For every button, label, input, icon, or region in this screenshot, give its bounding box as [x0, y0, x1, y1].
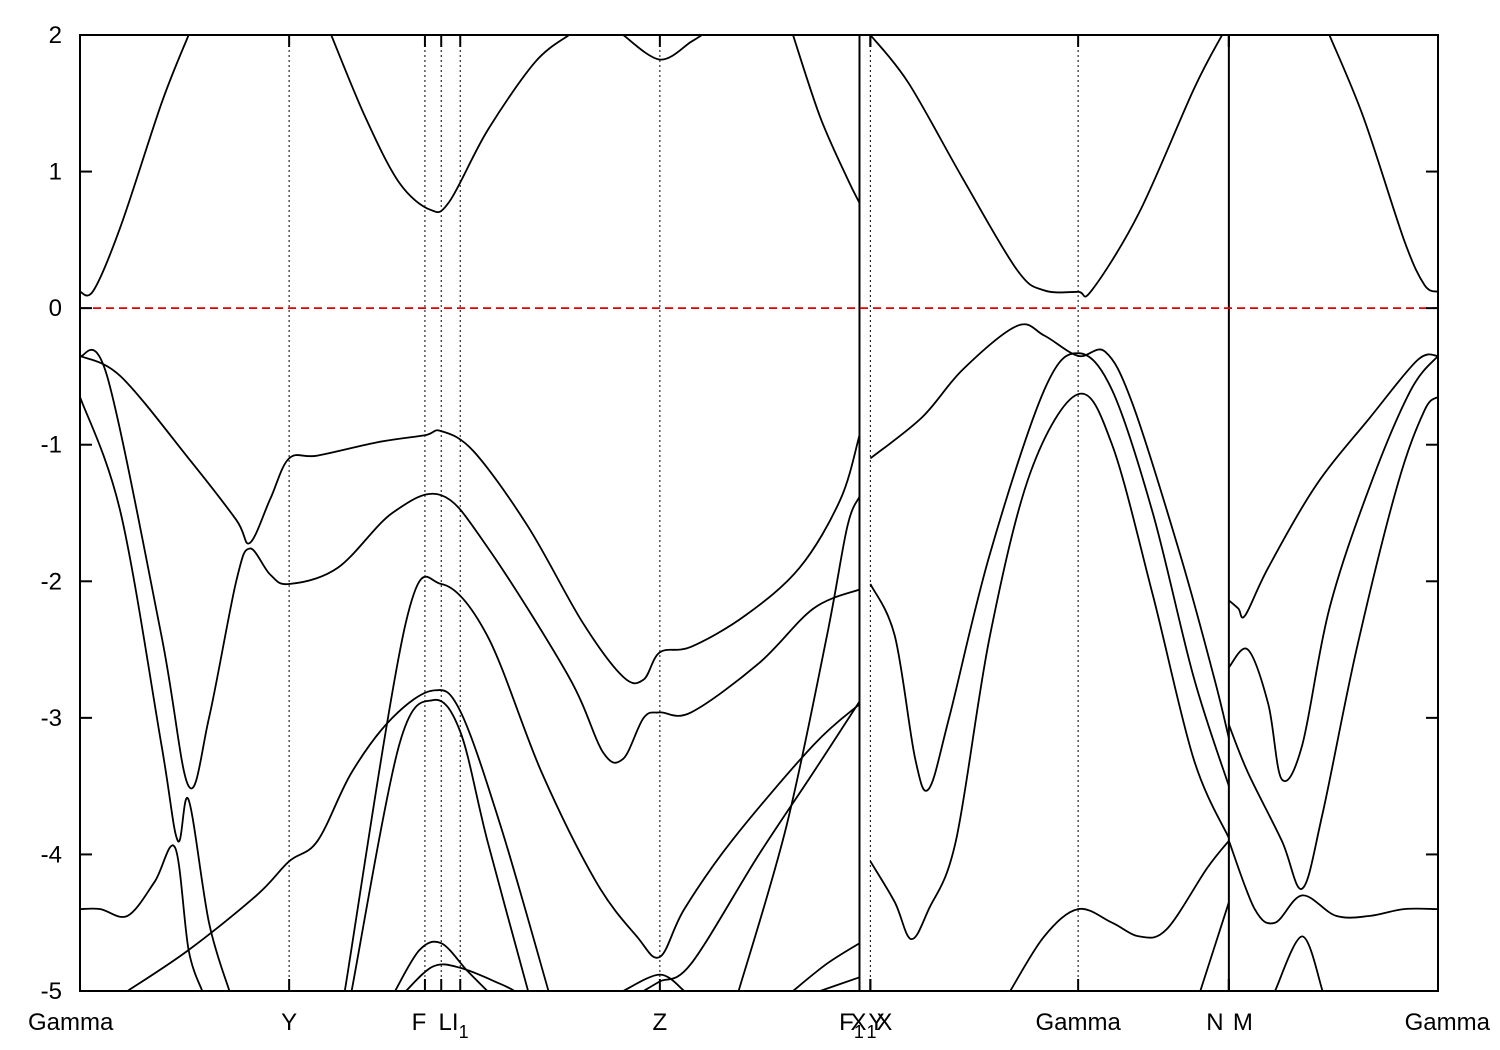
band-15 — [622, 973, 685, 991]
x-tick-label: M — [1233, 1009, 1253, 1036]
band-6 — [80, 355, 861, 685]
x-tick-label: Gamma — [1035, 1009, 1121, 1036]
x-tick-label: L — [439, 1009, 452, 1036]
band-3 — [792, 35, 861, 204]
band-17 — [737, 496, 861, 991]
y-tick-label: -3 — [41, 705, 62, 732]
y-tick-label: -4 — [41, 841, 62, 868]
x-tick-label: Gamma — [28, 1009, 114, 1036]
band-19 — [819, 976, 860, 991]
x-tick-label: Gamma — [1405, 1009, 1491, 1036]
band-14 — [405, 963, 516, 991]
band-27 — [1228, 396, 1438, 890]
band-22 — [869, 392, 1230, 940]
band-18 — [792, 942, 860, 991]
x-tick-label: Y — [281, 1009, 297, 1036]
plot-frame — [79, 34, 1439, 992]
band-4 — [869, 35, 1223, 298]
band-25 — [1228, 353, 1438, 619]
band-13 — [394, 940, 489, 991]
band-5 — [1328, 35, 1438, 293]
kpoint-lines — [288, 35, 1230, 991]
band-0 — [80, 35, 190, 297]
band-21 — [869, 352, 1230, 792]
y-tick-label: 1 — [49, 159, 62, 186]
x-tick-label: Z — [653, 1009, 668, 1036]
band-9 — [80, 844, 204, 991]
band-26 — [1228, 355, 1438, 782]
y-axis-ticks: 2 1 0 -1 -2 -3 -4 -5 — [41, 22, 1438, 1005]
x-tick-label: X — [876, 1009, 892, 1036]
x-tick-label: Y — [868, 1009, 884, 1036]
x-tick-label: N — [1206, 1009, 1223, 1036]
band-12 — [343, 575, 861, 991]
band-curves — [80, 35, 1438, 991]
x-tick-label: F — [412, 1009, 427, 1036]
band-29 — [1274, 935, 1324, 991]
y-tick-label: 2 — [49, 22, 62, 49]
y-tick-label: 0 — [49, 295, 62, 322]
band-10 — [127, 689, 550, 991]
band-8 — [80, 396, 231, 991]
y-tick-label: -5 — [41, 978, 62, 1005]
band-28 — [1228, 840, 1438, 925]
band-24 — [1199, 901, 1230, 991]
band-1 — [330, 35, 570, 213]
band-11 — [350, 698, 529, 991]
band-2 — [622, 35, 703, 61]
band-7 — [80, 349, 860, 790]
x-tick-label: I1 — [452, 1009, 469, 1042]
band-20 — [869, 323, 1230, 739]
band-23 — [1009, 840, 1230, 991]
y-tick-label: -2 — [41, 568, 62, 595]
y-tick-label: -1 — [41, 432, 62, 459]
